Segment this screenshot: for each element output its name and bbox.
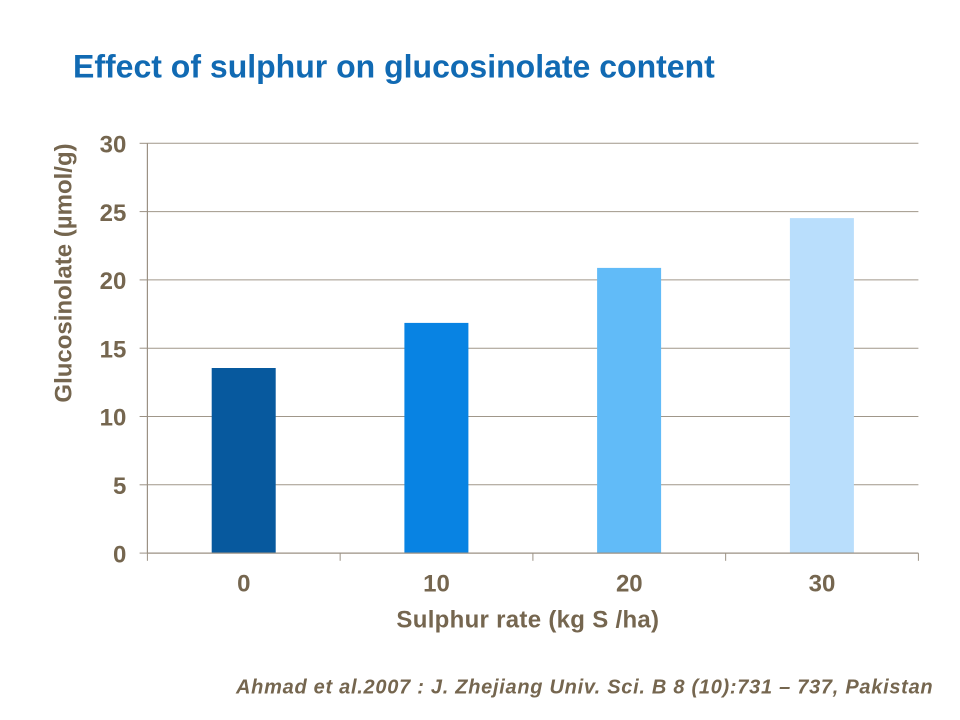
svg-text:5: 5: [113, 473, 126, 500]
svg-text:Ahmad et al.2007 : J. Zhejiang: Ahmad et al.2007 : J. Zhejiang Univ. Sci…: [235, 676, 933, 698]
svg-text:15: 15: [100, 336, 127, 363]
svg-text:25: 25: [100, 200, 127, 227]
svg-text:Effect of sulphur on glucosino: Effect of sulphur on glucosinolate conte…: [73, 48, 715, 84]
svg-text:10: 10: [423, 570, 450, 597]
svg-text:30: 30: [809, 570, 836, 597]
svg-text:0: 0: [113, 541, 126, 568]
svg-text:20: 20: [100, 268, 127, 295]
svg-text:30: 30: [100, 132, 127, 159]
svg-text:Glucosinolate (µmol/g): Glucosinolate (µmol/g): [51, 143, 78, 402]
svg-text:10: 10: [100, 405, 127, 432]
svg-text:20: 20: [616, 570, 643, 597]
svg-text:Sulphur rate (kg S /ha): Sulphur rate (kg S /ha): [396, 607, 659, 634]
svg-text:0: 0: [237, 570, 250, 597]
